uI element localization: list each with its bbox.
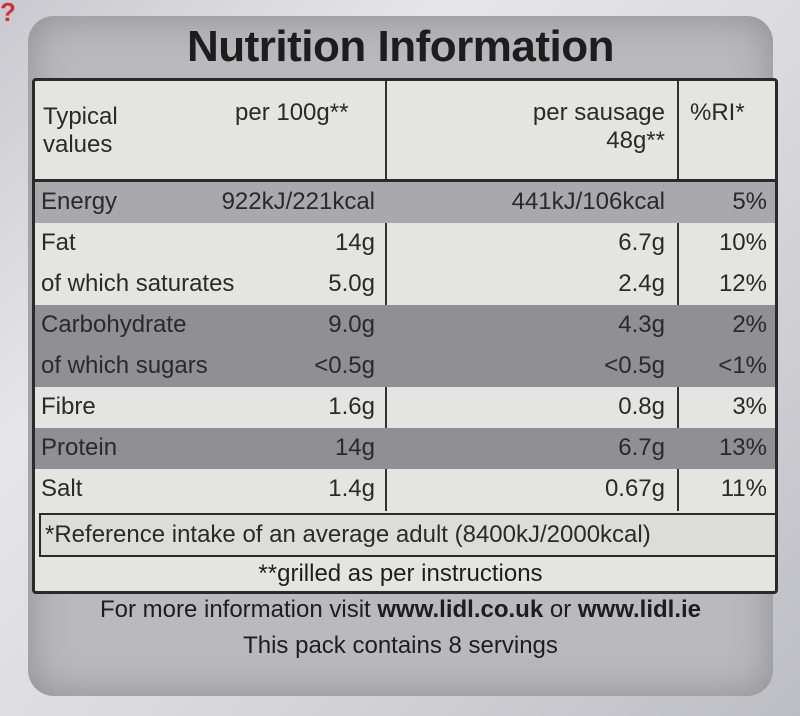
website-ie: www.lidl.ie <box>577 596 702 623</box>
or-text: or <box>549 596 572 623</box>
row-ri: 3% <box>732 393 767 420</box>
row-name: Energy <box>41 188 118 215</box>
row-per-100g: 1.4g <box>328 475 375 502</box>
row-per-100g: 922kJ/221kcal <box>221 188 375 215</box>
header-ri: %RI* <box>690 99 745 126</box>
row-name: Carbohydrate <box>41 311 187 338</box>
row-per-100g: 5.0g <box>328 270 375 297</box>
row-per-sausage: 0.8g <box>618 393 665 420</box>
row-per-100g: <0.5g <box>314 352 375 379</box>
column-divider <box>385 81 387 511</box>
row-per-sausage: 6.7g <box>618 229 665 256</box>
table-grid: Typical values per 100g** per sausage 48… <box>35 81 775 511</box>
row-name: of which saturates <box>41 270 235 297</box>
row-per-sausage: 2.4g <box>618 270 665 297</box>
row-name: of which sugars <box>41 352 208 379</box>
table-row: Fibre 1.6g 0.8g 3% <box>35 387 775 428</box>
row-ri: 13% <box>718 434 767 461</box>
header-typical-values: Typical values <box>43 103 118 158</box>
table-row: Protein 14g 6.7g 13% <box>35 428 775 469</box>
table-header: Typical values per 100g** per sausage 48… <box>35 81 775 182</box>
more-info-line: For more information visit www.lidl.co.u… <box>28 592 773 628</box>
grilled-note: **grilled as per instructions <box>258 560 543 587</box>
header-per-100g: per 100g** <box>235 99 349 126</box>
row-name: Fat <box>41 229 76 256</box>
row-per-sausage: <0.5g <box>604 352 665 379</box>
row-name: Salt <box>41 475 83 502</box>
row-per-100g: 9.0g <box>328 311 375 338</box>
column-divider <box>677 81 679 511</box>
servings-note: This pack contains 8 servings <box>243 632 558 659</box>
table-row: of which sugars <0.5g <0.5g <1% <box>35 346 775 387</box>
row-per-100g: 1.6g <box>328 393 375 420</box>
row-name: Fibre <box>41 393 96 420</box>
nutrition-label: Nutrition Information Typical values per… <box>28 16 778 696</box>
table-row: of which saturates 5.0g 2.4g 12% <box>35 264 775 305</box>
row-per-100g: 14g <box>334 434 375 461</box>
edge-mark: ? <box>0 0 16 27</box>
info-block: **grilled as per instructions For more i… <box>28 556 773 664</box>
row-ri: 11% <box>720 475 767 502</box>
row-ri: <1% <box>718 352 767 379</box>
row-ri: 5% <box>732 188 767 215</box>
row-per-sausage: 6.7g <box>618 434 665 461</box>
row-per-sausage: 4.3g <box>618 311 665 338</box>
website-uk: www.lidl.co.uk <box>377 596 544 623</box>
row-ri: 10% <box>718 229 767 256</box>
row-per-sausage: 0.67g <box>604 475 665 502</box>
more-info-text: For more information visit <box>99 596 371 623</box>
row-per-sausage: 441kJ/106kcal <box>511 188 665 215</box>
row-name: Protein <box>41 434 118 461</box>
reference-intake-footnote: *Reference intake of an average adult (8… <box>39 513 777 557</box>
row-ri: 2% <box>732 311 767 338</box>
label-title: Nutrition Information <box>187 22 615 71</box>
nutrition-table: Typical values per 100g** per sausage 48… <box>32 78 778 594</box>
table-row: Energy 922kJ/221kcal 441kJ/106kcal 5% <box>35 182 775 223</box>
row-ri: 12% <box>718 270 767 297</box>
table-row: Salt 1.4g 0.67g 11% <box>35 469 775 510</box>
header-per-sausage: per sausage 48g** <box>532 99 665 154</box>
table-row: Fat 14g 6.7g 10% <box>35 223 775 264</box>
table-row: Carbohydrate 9.0g 4.3g 2% <box>35 305 775 346</box>
row-per-100g: 14g <box>334 229 375 256</box>
